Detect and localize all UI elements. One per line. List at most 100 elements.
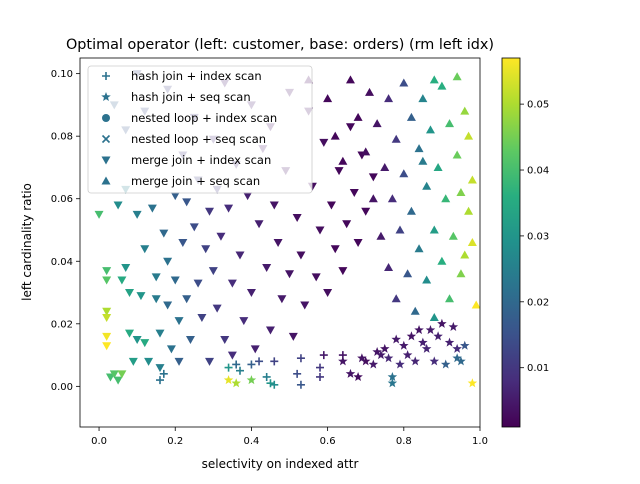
data-point [125, 289, 135, 298]
legend-marker [101, 92, 111, 102]
data-point [353, 112, 363, 121]
data-point [425, 125, 435, 134]
data-point [117, 370, 127, 379]
data-point [353, 239, 363, 247]
data-point [269, 201, 279, 210]
data-point [445, 294, 455, 303]
y-tick-label: 0.02 [51, 319, 73, 330]
data-point [182, 198, 192, 207]
data-point [418, 94, 428, 103]
data-point [205, 357, 215, 366]
data-point [254, 220, 264, 229]
chart-title: Optimal operator (left: customer, base: … [66, 37, 494, 53]
data-point [231, 378, 241, 388]
data-point [128, 357, 138, 366]
data-point [418, 156, 428, 165]
data-point [429, 356, 440, 366]
x-tick-label: 0.0 [91, 436, 107, 447]
data-point [464, 131, 474, 140]
data-point [445, 119, 455, 128]
data-point [387, 371, 398, 382]
plot-frame [79, 57, 481, 428]
x-axis-ticks: 0.0 0.2 0.4 0.6 0.8 1.0 [91, 427, 488, 447]
data-point [422, 181, 432, 190]
data-point [338, 356, 348, 366]
data-point [182, 295, 192, 304]
data-point [440, 359, 451, 369]
data-point [273, 239, 283, 247]
data-point [365, 87, 375, 96]
legend-label: nested loop + seq scan [131, 132, 266, 146]
data-point [368, 194, 378, 203]
data-point [460, 340, 470, 350]
data-point [338, 267, 348, 276]
data-point [121, 264, 131, 273]
data-point [288, 332, 298, 341]
data-point [117, 276, 127, 285]
data-point [395, 359, 405, 369]
data-point [151, 273, 161, 282]
data-point [147, 204, 157, 213]
data-point [402, 350, 413, 360]
data-point [285, 270, 295, 279]
data-point [232, 360, 241, 369]
data-point [452, 353, 462, 363]
data-point [102, 276, 112, 285]
legend: hash join + index scan hash join + seq sc… [87, 65, 313, 194]
data-point [140, 245, 150, 254]
data-point [467, 378, 478, 388]
data-point [193, 279, 203, 288]
data-point [315, 226, 325, 235]
data-point [323, 289, 333, 298]
data-point [448, 321, 459, 331]
data-point [460, 250, 470, 259]
data-point [372, 346, 382, 356]
data-point [319, 138, 329, 147]
data-point [197, 314, 207, 323]
data-point [102, 307, 112, 316]
data-point [410, 306, 420, 315]
data-point [102, 342, 112, 351]
data-point [380, 162, 390, 171]
data-point [323, 94, 333, 103]
data-point [178, 239, 188, 247]
data-point [174, 357, 184, 366]
data-point [345, 368, 356, 378]
data-point [113, 201, 123, 210]
data-point [384, 94, 394, 103]
data-point [349, 188, 359, 197]
data-point [155, 364, 165, 373]
data-point [247, 360, 256, 369]
y-tick-label: 0.04 [51, 257, 73, 268]
data-point [293, 369, 302, 378]
data-point [125, 329, 135, 338]
data-point [174, 317, 184, 326]
data-point [205, 207, 215, 216]
data-point [368, 359, 379, 369]
data-point [437, 318, 447, 328]
data-point [414, 325, 424, 335]
data-point [376, 350, 386, 360]
data-point [296, 380, 305, 389]
data-point [437, 81, 447, 90]
data-point [262, 264, 272, 273]
data-point [163, 257, 173, 266]
data-point [456, 356, 466, 366]
data-point [94, 210, 104, 219]
data-point [296, 354, 305, 363]
data-point [189, 223, 199, 232]
data-point [444, 337, 455, 347]
x-axis-label: selectivity on indexed attr [202, 457, 359, 471]
data-point [239, 317, 249, 326]
data-point [437, 256, 447, 265]
x-tick-label: 0.4 [243, 436, 259, 447]
data-point [266, 379, 275, 388]
y-axis-label: left cardinality ratio [20, 183, 34, 301]
data-point [311, 273, 321, 282]
legend-label: merge join + index scan [131, 153, 271, 167]
data-point [296, 251, 306, 260]
data-point [387, 194, 397, 203]
data-point [227, 351, 237, 360]
data-point [316, 363, 324, 372]
